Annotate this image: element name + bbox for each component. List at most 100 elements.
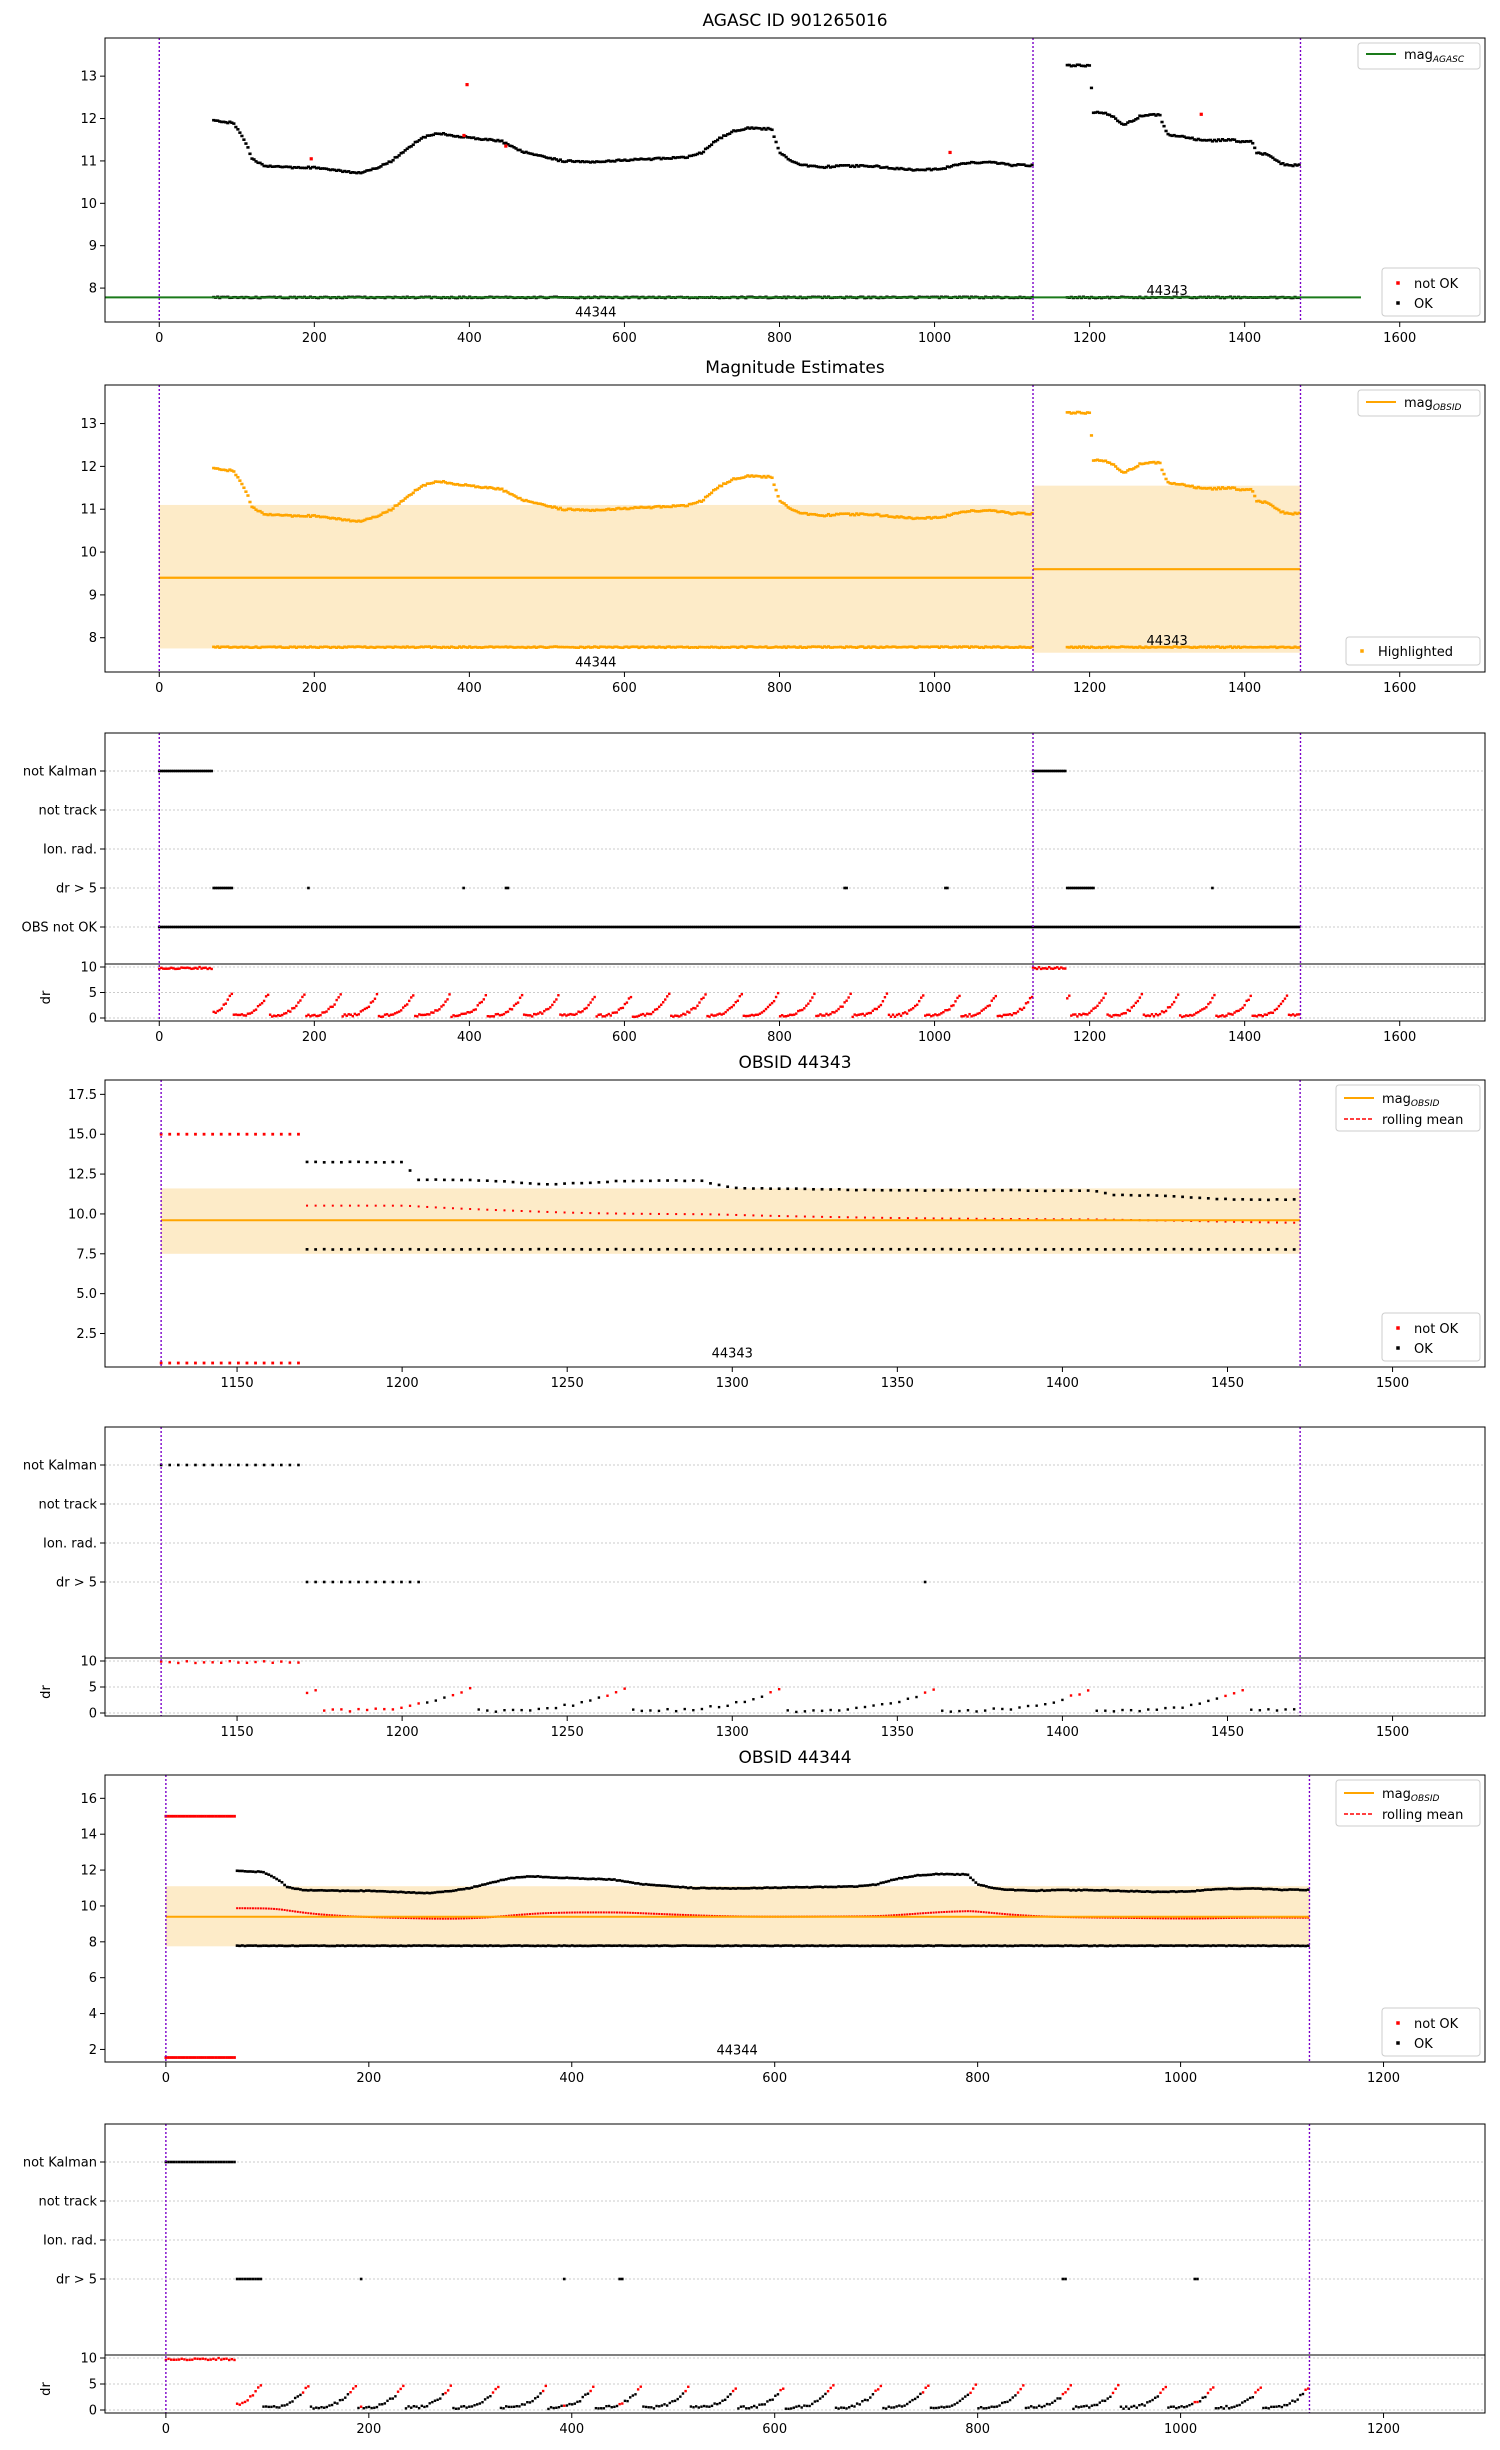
data-point-ok xyxy=(1142,114,1146,118)
flag-point-dr xyxy=(226,886,230,890)
data-point-highlighted xyxy=(387,508,391,512)
rolling-mean-point xyxy=(589,1212,592,1215)
data-point-ok xyxy=(375,167,379,170)
flag-point-obs-not-ok xyxy=(1263,925,1267,929)
dr-point xyxy=(855,2402,859,2405)
data-point-ok xyxy=(1144,114,1148,117)
data-point-ok xyxy=(254,160,258,163)
flag-point-obs-not-ok xyxy=(492,925,496,929)
data-point-ok xyxy=(623,1944,627,1947)
data-point-ok xyxy=(1105,113,1110,116)
data-point-highlighted xyxy=(1271,504,1275,508)
data-point-highlighted xyxy=(1144,461,1148,465)
flag-point-obs-not-ok xyxy=(188,925,191,929)
rolling-mean-point xyxy=(881,1216,884,1219)
rolling-mean-point xyxy=(1035,1218,1038,1221)
flag-point-obs-not-ok xyxy=(964,925,967,929)
data-point-ok xyxy=(752,127,756,130)
data-point-highlighted xyxy=(722,646,726,649)
data-point-ok xyxy=(541,1875,545,1879)
data-point-not-ok xyxy=(188,2056,192,2059)
data-point-not-ok xyxy=(202,1361,206,1365)
flag-point-not-kalman xyxy=(198,2160,202,2164)
data-point-ok xyxy=(485,1179,489,1182)
dr-point xyxy=(929,2406,933,2409)
data-point-ok xyxy=(568,1944,571,1948)
dr-point xyxy=(1237,1009,1240,1013)
data-point-highlighted xyxy=(814,513,818,517)
data-point-highlighted xyxy=(905,516,909,520)
data-point-ok xyxy=(335,1889,339,1892)
data-point-ok xyxy=(354,1889,358,1893)
dr-point xyxy=(166,967,169,970)
data-point-not-ok xyxy=(297,1361,300,1365)
flag-point-obs-not-ok xyxy=(363,925,367,929)
dr-point xyxy=(220,2358,223,2361)
dr-point xyxy=(1222,2407,1226,2410)
data-point-highlighted xyxy=(1279,510,1283,514)
data-point-ok xyxy=(1190,136,1194,140)
flag-point-not-kalman xyxy=(170,769,173,773)
dr-point xyxy=(676,1014,679,1018)
data-point-ok xyxy=(673,156,677,160)
dr-point xyxy=(354,2385,358,2388)
data-point-ok xyxy=(423,1944,426,1947)
data-point-highlighted xyxy=(820,646,825,649)
data-point-ok xyxy=(291,1886,294,1890)
data-point-highlighted xyxy=(558,645,562,649)
data-point-highlighted xyxy=(1014,645,1018,649)
dr-point xyxy=(1287,1013,1291,1016)
data-point-highlighted xyxy=(304,515,309,518)
data-point-ok xyxy=(655,156,659,160)
dr-point xyxy=(314,1689,317,1692)
dr-point xyxy=(301,2391,305,2394)
data-point-highlighted xyxy=(849,513,853,517)
data-point-highlighted xyxy=(399,500,403,503)
data-point-ok xyxy=(499,1878,503,1882)
data-point-ok xyxy=(333,1889,337,1892)
dr-point xyxy=(766,2400,769,2403)
flag-point-obs-not-ok xyxy=(1033,925,1037,929)
data-point-highlighted xyxy=(758,475,762,478)
data-point-highlighted xyxy=(701,498,706,502)
dr-point xyxy=(978,1011,981,1015)
dr-point xyxy=(180,2357,183,2360)
dr-point xyxy=(391,2397,394,2400)
dr-point xyxy=(625,1001,629,1004)
flag-point-not-kalman xyxy=(219,2160,223,2164)
dr-point xyxy=(694,1007,697,1010)
data-point-ok xyxy=(554,158,558,161)
rolling-mean-point xyxy=(391,1204,394,1207)
data-point-highlighted xyxy=(974,645,978,648)
dr-point xyxy=(544,2384,547,2388)
data-point-ok xyxy=(792,160,796,164)
data-point-ok xyxy=(1026,1189,1030,1192)
data-point-highlighted xyxy=(274,513,278,517)
data-point-ok xyxy=(929,168,933,172)
data-point-highlighted xyxy=(633,645,637,649)
data-point-highlighted xyxy=(1112,463,1116,466)
data-point-highlighted xyxy=(949,513,954,517)
dr-point xyxy=(705,2405,708,2408)
flag-point-obs-not-ok xyxy=(1223,925,1226,929)
data-point-ok xyxy=(666,1179,669,1182)
data-point-highlighted xyxy=(278,513,282,517)
dr-point xyxy=(1080,2405,1083,2408)
data-point-ok xyxy=(1052,1248,1056,1251)
data-point-highlighted xyxy=(984,645,988,648)
dr-point xyxy=(766,1005,770,1009)
x-tick-label: 1500 xyxy=(1376,1725,1409,1740)
data-point-ok xyxy=(454,1944,458,1948)
dr-point xyxy=(687,2385,690,2388)
data-point-highlighted xyxy=(812,512,816,516)
data-point-highlighted xyxy=(623,506,627,510)
data-point-not-ok xyxy=(254,1132,257,1136)
data-point-highlighted xyxy=(1267,502,1271,505)
data-point-highlighted xyxy=(697,645,702,649)
dr-point xyxy=(760,1695,764,1698)
data-point-ok xyxy=(832,165,837,169)
x-tick-label: 1400 xyxy=(1228,1030,1261,1045)
data-point-highlighted xyxy=(707,646,712,649)
data-point-ok xyxy=(552,1944,556,1948)
dr-point xyxy=(230,992,234,996)
